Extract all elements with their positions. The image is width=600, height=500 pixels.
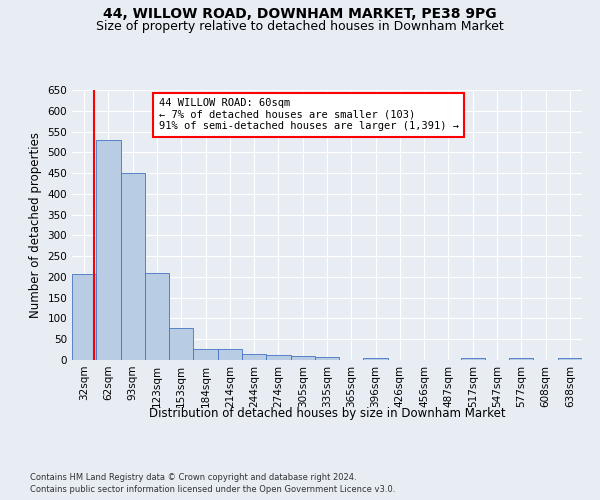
- Bar: [558, 358, 582, 360]
- Bar: [242, 354, 266, 360]
- Bar: [315, 356, 339, 360]
- Bar: [218, 349, 242, 360]
- Bar: [121, 173, 145, 360]
- Text: Contains HM Land Registry data © Crown copyright and database right 2024.: Contains HM Land Registry data © Crown c…: [30, 472, 356, 482]
- Bar: [461, 358, 485, 360]
- Bar: [509, 358, 533, 360]
- Text: 44, WILLOW ROAD, DOWNHAM MARKET, PE38 9PG: 44, WILLOW ROAD, DOWNHAM MARKET, PE38 9P…: [103, 8, 497, 22]
- Bar: [72, 274, 96, 360]
- Bar: [266, 354, 290, 360]
- Bar: [169, 328, 193, 360]
- Text: Contains public sector information licensed under the Open Government Licence v3: Contains public sector information licen…: [30, 485, 395, 494]
- Bar: [96, 140, 121, 360]
- Bar: [290, 356, 315, 360]
- Y-axis label: Number of detached properties: Number of detached properties: [29, 132, 42, 318]
- Text: Distribution of detached houses by size in Downham Market: Distribution of detached houses by size …: [149, 408, 505, 420]
- Text: Size of property relative to detached houses in Downham Market: Size of property relative to detached ho…: [96, 20, 504, 33]
- Bar: [145, 273, 169, 360]
- Text: 44 WILLOW ROAD: 60sqm
← 7% of detached houses are smaller (103)
91% of semi-deta: 44 WILLOW ROAD: 60sqm ← 7% of detached h…: [158, 98, 459, 132]
- Bar: [193, 349, 218, 360]
- Bar: [364, 358, 388, 360]
